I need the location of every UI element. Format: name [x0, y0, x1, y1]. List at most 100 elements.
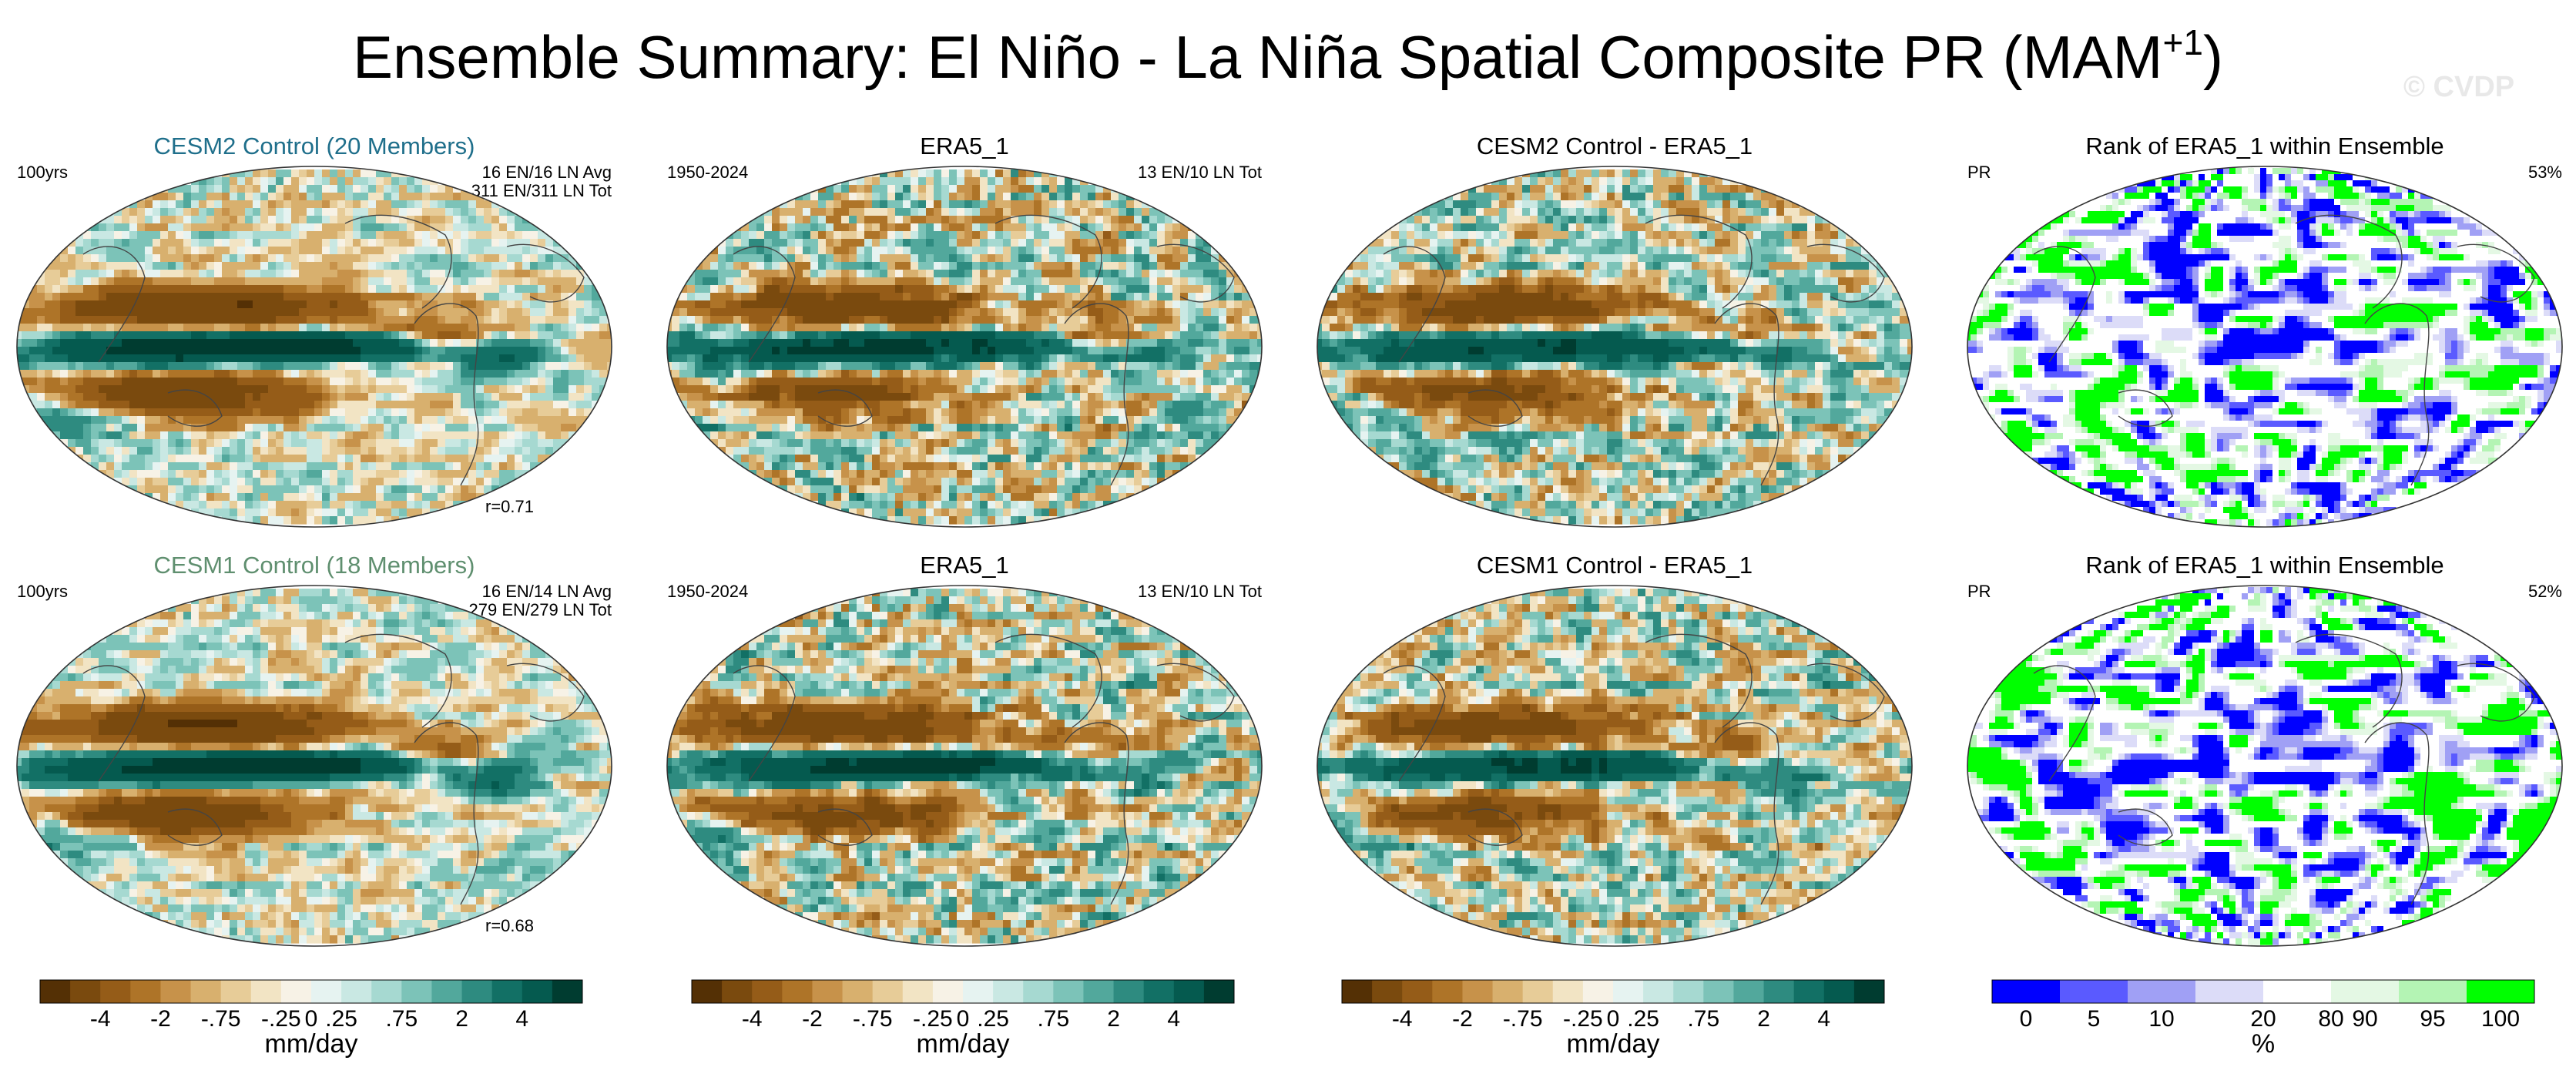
colorbar-tick-label: .75	[1037, 1006, 1069, 1032]
colorbar-tick-label: 10	[2148, 1006, 2174, 1032]
map-panel	[1314, 581, 1915, 951]
panel-title: Rank of ERA5_1 within Ensemble	[1964, 133, 2565, 160]
panel-right-label: 13 EN/10 LN Tot	[954, 582, 1262, 601]
colorbar-swatch	[491, 980, 523, 1003]
global-map-model	[16, 585, 612, 947]
colorbar-swatch	[371, 980, 402, 1003]
colorbar-swatch	[722, 980, 753, 1003]
colorbar-swatch	[1613, 980, 1644, 1003]
colorbar: 0 5 10 20 80 90 95 100	[1991, 979, 2535, 1032]
colorbar: -4 -2 -.75 -.25 0 .25 .75 2 4	[1341, 979, 1885, 1032]
map-boundary	[16, 166, 612, 528]
panel-title: ERA5_1	[664, 133, 1265, 160]
colorbar-units: mm/day	[1342, 1029, 1884, 1059]
colorbar-swatch	[782, 980, 813, 1003]
colorbar-frame	[39, 979, 583, 1004]
map-panel	[1964, 162, 2565, 532]
colorbar-swatch	[1703, 980, 1734, 1003]
colorbar-swatch	[2195, 980, 2264, 1003]
panel-right-label: 16 EN/14 LN Avg 279 EN/279 LN Tot	[304, 582, 612, 619]
colorbar-swatch	[2263, 980, 2332, 1003]
global-map-rank	[1967, 166, 2563, 528]
panel-right-label: 16 EN/16 LN Avg 311 EN/311 LN Tot	[304, 163, 612, 200]
panel-left-label: 100yrs	[17, 582, 68, 601]
colorbar-units: %	[1992, 1029, 2534, 1059]
colorbar-tick-label: 2	[455, 1006, 468, 1032]
colorbar-tick-label: -4	[90, 1006, 111, 1032]
colorbar-tick-label: .25	[1627, 1006, 1659, 1032]
colorbar-swatch	[1402, 980, 1433, 1003]
colorbar-tick-label: -.25	[261, 1006, 301, 1032]
colorbar-tick-label: -.25	[1563, 1006, 1603, 1032]
colorbar-swatch	[2399, 980, 2467, 1003]
colorbar-tick-label: -4	[742, 1006, 763, 1032]
colorbar-swatch	[1522, 980, 1554, 1003]
colorbar-tick-label: 0	[957, 1006, 970, 1032]
map-boundary	[16, 585, 612, 947]
colorbar-swatch	[1432, 980, 1463, 1003]
colorbar-frame	[1991, 979, 2535, 1004]
colorbar-units: mm/day	[692, 1029, 1234, 1059]
colorbar-swatch	[401, 980, 432, 1003]
colorbar-swatch	[1763, 980, 1795, 1003]
colorbar-swatch	[1372, 980, 1403, 1003]
colorbar-swatch	[963, 980, 994, 1003]
colorbar-swatch	[341, 980, 372, 1003]
colorbar-swatch	[1793, 980, 1825, 1003]
map-boundary	[666, 166, 1263, 528]
colorbar-swatch	[902, 980, 934, 1003]
colorbar-frame	[691, 979, 1235, 1004]
global-map-rank	[1967, 585, 2563, 947]
colorbar-swatch	[872, 980, 904, 1003]
colorbar-tick-label: -2	[150, 1006, 171, 1032]
map-panel	[14, 162, 615, 532]
colorbar-swatch	[1823, 980, 1855, 1003]
colorbar-swatch	[932, 980, 964, 1003]
colorbar-swatch	[1113, 980, 1145, 1003]
colorbar-tick-label: .25	[325, 1006, 357, 1032]
coastline	[2033, 633, 2535, 905]
colorbar-swatch	[250, 980, 282, 1003]
colorbar-swatch	[522, 980, 553, 1003]
colorbar-swatch	[2128, 980, 2196, 1003]
panel-left-label: 100yrs	[17, 163, 68, 182]
colorbar-swatch	[1173, 980, 1205, 1003]
colorbar-swatch	[280, 980, 312, 1003]
colorbar-swatch	[461, 980, 493, 1003]
panel-left-label: PR	[1967, 582, 1991, 601]
map-panel	[1314, 162, 1915, 532]
colorbar-swatch	[1552, 980, 1584, 1003]
colorbar-swatch	[70, 980, 101, 1003]
colorbar-swatch	[1462, 980, 1494, 1003]
colorbar-tick-label: 4	[1167, 1006, 1180, 1032]
event-count-label: 16 EN/14 LN Avg	[304, 582, 612, 601]
panel-title: CESM1 Control (18 Members)	[14, 552, 615, 579]
colorbar-swatch	[993, 980, 1024, 1003]
colorbar-tick-label: 4	[1817, 1006, 1830, 1032]
map-panel	[664, 162, 1265, 532]
colorbar-tick-label: 2	[1757, 1006, 1770, 1032]
event-count-label: 52%	[2254, 582, 2562, 601]
coastline	[2033, 214, 2535, 486]
colorbar-swatch	[431, 980, 463, 1003]
colorbar-tick-label: -.75	[1503, 1006, 1543, 1032]
colorbar-swatch	[311, 980, 342, 1003]
pattern-correlation-label: r=0.71	[485, 498, 534, 516]
map-boundary	[1967, 585, 2563, 947]
colorbar-swatch	[1492, 980, 1524, 1003]
colorbar-tick-label: 5	[2088, 1006, 2101, 1032]
event-total-label: 279 EN/279 LN Tot	[304, 601, 612, 619]
colorbar-swatch	[1342, 980, 1373, 1003]
colorbar-units: mm/day	[40, 1029, 582, 1059]
global-map-obs	[666, 166, 1263, 528]
colorbar-tick-label: .75	[385, 1006, 418, 1032]
colorbar-tick-label: -.25	[913, 1006, 953, 1032]
map-panel	[664, 581, 1265, 951]
colorbar-swatch	[130, 980, 161, 1003]
event-total-label: 311 EN/311 LN Tot	[304, 182, 612, 200]
colorbar-swatch	[220, 980, 252, 1003]
colorbar-swatch	[842, 980, 874, 1003]
colorbar-tick-label: 95	[2420, 1006, 2445, 1032]
colorbar-swatch	[190, 980, 222, 1003]
colorbar-tick-label: 20	[2250, 1006, 2276, 1032]
